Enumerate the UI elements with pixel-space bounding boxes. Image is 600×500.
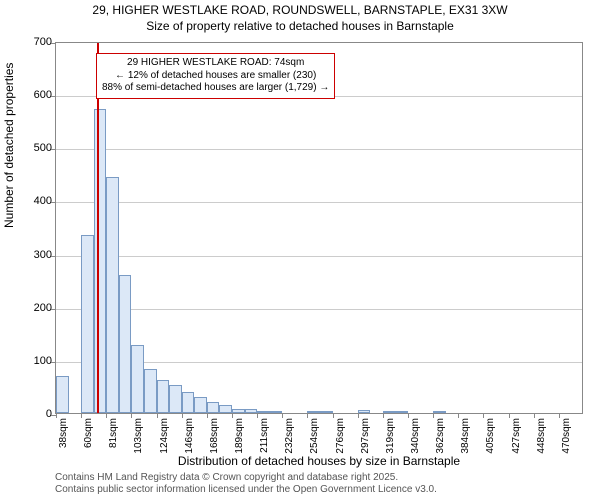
histogram-bar <box>395 411 408 413</box>
x-tick-mark <box>182 413 183 418</box>
histogram-bar <box>320 411 333 413</box>
footer-attribution: Contains HM Land Registry data © Crown c… <box>55 472 437 496</box>
grid-line <box>56 149 582 150</box>
histogram-bar <box>144 369 157 413</box>
histogram-bar <box>131 345 144 413</box>
histogram-bar <box>232 409 245 413</box>
y-tick-label: 300 <box>22 249 52 261</box>
y-tick-mark <box>51 96 56 97</box>
y-tick-mark <box>51 43 56 44</box>
x-tick-mark <box>232 413 233 418</box>
y-tick-label: 600 <box>22 89 52 101</box>
x-tick-label: 470sqm <box>561 418 572 454</box>
histogram-bar <box>433 411 446 413</box>
footer-line-2: Contains public sector information licen… <box>55 484 437 496</box>
x-tick-label: 38sqm <box>58 418 69 448</box>
x-tick-mark <box>257 413 258 418</box>
histogram-bar <box>358 410 371 413</box>
x-tick-mark <box>157 413 158 418</box>
y-tick-label: 700 <box>22 36 52 48</box>
x-tick-label: 427sqm <box>511 418 522 454</box>
histogram-bar <box>81 235 94 413</box>
histogram-bar <box>194 397 207 413</box>
grid-line <box>56 256 582 257</box>
y-tick-label: 200 <box>22 302 52 314</box>
footer-line-1: Contains HM Land Registry data © Crown c… <box>55 472 437 484</box>
histogram-bar <box>270 411 283 413</box>
annotation-line-3: 88% of semi-detached houses are larger (… <box>102 82 329 95</box>
histogram-bar <box>182 392 195 413</box>
x-tick-label: 168sqm <box>209 418 220 454</box>
x-tick-label: 124sqm <box>159 418 170 454</box>
x-tick-mark <box>81 413 82 418</box>
plot-area: 29 HIGHER WESTLAKE ROAD: 74sqm ← 12% of … <box>55 42 583 414</box>
y-tick-mark <box>51 362 56 363</box>
histogram-bar <box>119 275 132 413</box>
histogram-bar <box>257 411 270 413</box>
x-tick-label: 340sqm <box>410 418 421 454</box>
title-line-1: 29, HIGHER WESTLAKE ROAD, ROUNDSWELL, BA… <box>0 3 600 19</box>
x-tick-mark <box>358 413 359 418</box>
property-marker-line <box>97 43 99 413</box>
x-tick-label: 384sqm <box>460 418 471 454</box>
annotation-line-2: ← 12% of detached houses are smaller (23… <box>102 70 329 83</box>
x-tick-label: 103sqm <box>133 418 144 454</box>
x-tick-label: 254sqm <box>309 418 320 454</box>
histogram-bar <box>207 402 220 413</box>
y-tick-mark <box>51 309 56 310</box>
histogram-bar <box>219 405 232 413</box>
histogram-bar <box>56 376 69 413</box>
histogram-bar <box>383 411 396 413</box>
x-tick-label: 405sqm <box>485 418 496 454</box>
x-tick-label: 146sqm <box>184 418 195 454</box>
histogram-bar <box>245 409 258 413</box>
x-tick-mark <box>534 413 535 418</box>
x-tick-label: 211sqm <box>259 418 270 453</box>
x-tick-label: 189sqm <box>234 418 245 454</box>
histogram-bar <box>307 411 320 413</box>
annotation-box: 29 HIGHER WESTLAKE ROAD: 74sqm ← 12% of … <box>96 53 335 99</box>
x-tick-mark <box>408 413 409 418</box>
x-tick-label: 232sqm <box>284 418 295 454</box>
x-tick-label: 448sqm <box>536 418 547 454</box>
histogram-bar <box>106 177 119 413</box>
title-line-2: Size of property relative to detached ho… <box>0 19 600 35</box>
y-tick-label: 400 <box>22 195 52 207</box>
y-tick-mark <box>51 256 56 257</box>
x-tick-label: 297sqm <box>360 418 371 454</box>
grid-line <box>56 309 582 310</box>
x-axis-label: Distribution of detached houses by size … <box>55 454 583 468</box>
histogram-bar <box>169 385 182 413</box>
x-tick-mark <box>433 413 434 418</box>
histogram-bar <box>157 380 170 413</box>
annotation-line-1: 29 HIGHER WESTLAKE ROAD: 74sqm <box>102 57 329 70</box>
x-tick-label: 362sqm <box>435 418 446 454</box>
x-tick-label: 319sqm <box>385 418 396 454</box>
chart-title: 29, HIGHER WESTLAKE ROAD, ROUNDSWELL, BA… <box>0 0 600 34</box>
y-tick-label: 500 <box>22 142 52 154</box>
x-tick-label: 276sqm <box>335 418 346 454</box>
histogram-bar <box>94 109 107 413</box>
y-tick-mark <box>51 149 56 150</box>
x-tick-mark <box>509 413 510 418</box>
x-tick-mark <box>56 413 57 418</box>
x-tick-mark <box>333 413 334 418</box>
x-tick-mark <box>559 413 560 418</box>
grid-line <box>56 202 582 203</box>
y-tick-mark <box>51 202 56 203</box>
y-tick-label: 100 <box>22 355 52 367</box>
x-tick-label: 60sqm <box>83 418 94 448</box>
y-tick-label: 0 <box>22 408 52 420</box>
x-tick-label: 81sqm <box>108 418 119 448</box>
x-tick-mark <box>383 413 384 418</box>
x-tick-mark <box>207 413 208 418</box>
y-axis-label: Number of detached properties <box>2 63 16 228</box>
